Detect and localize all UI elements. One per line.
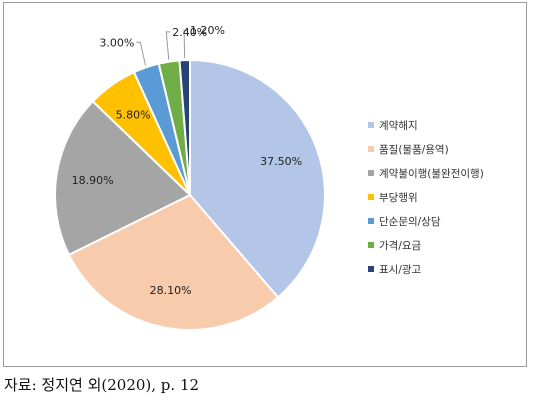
legend-swatch-4 [368,218,374,224]
data-label-2: 18.90% [72,174,114,187]
data-label-1: 28.10% [150,284,192,297]
legend-swatch-1 [368,146,374,152]
leader-line-5 [165,31,171,60]
data-labels: 37.50% 28.10% 18.90% 5.80% 3.00% 2.40%1.20% [72,24,302,297]
leader-lines [136,29,189,66]
data-label-5: 2.40% [172,26,207,39]
legend-label-5: 가격/요금 [379,239,422,252]
legend-swatch-3 [368,194,374,200]
leader-line-6 [183,29,189,59]
legend-swatch-6 [368,266,374,272]
data-label-4: 3.00% [99,36,134,49]
legend-label-2: 계약불이행(불완전이행) [379,167,484,180]
slice-1 [67,193,280,331]
legend-swatch-5 [368,242,374,248]
legend-label-4: 단순문의/상담 [379,216,441,228]
data-label-6: 1.20% [190,24,225,37]
legend-swatch-2 [368,170,374,176]
source-caption: 자료: 정지연 외(2020), p. 12 [4,376,200,394]
data-label-0: 37.50% [260,155,302,168]
legend-label-0: 계약해지 [379,119,418,132]
slice-6 [178,58,191,196]
legend-label-6: 표시/광고 [379,264,422,276]
leader-line-4 [136,41,147,66]
slice-2 [54,99,192,257]
legend-swatch-0 [368,122,374,128]
data-label-3: 5.80% [116,109,151,122]
legend-label-1: 품질(물품/용역) [379,144,449,156]
legend-label-3: 부당행위 [379,191,418,204]
pie-slices [54,58,326,331]
slice-0 [189,58,326,299]
